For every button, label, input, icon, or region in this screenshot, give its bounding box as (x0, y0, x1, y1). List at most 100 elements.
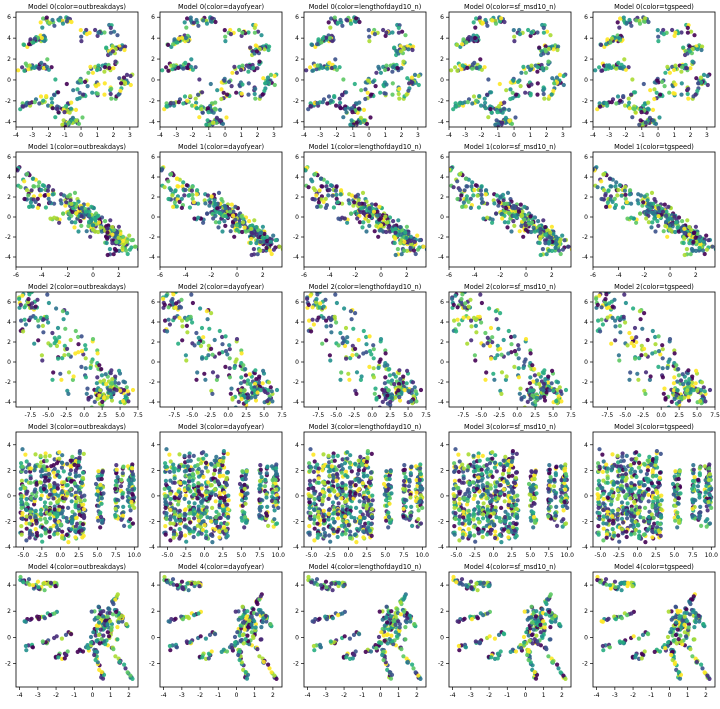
scatter-point (130, 153, 132, 157)
scatter-point (567, 157, 571, 161)
scatter-point (443, 167, 447, 171)
scatter-point (264, 246, 268, 250)
scatter-point (550, 381, 554, 385)
scatter-point (185, 99, 189, 103)
scatter-point (28, 522, 32, 526)
scatter-point (513, 349, 517, 353)
scatter-point (197, 336, 201, 340)
scatter-point (206, 118, 210, 122)
scatter-point (300, 179, 304, 183)
scatter-point (261, 381, 265, 385)
scatter-point (131, 153, 135, 157)
scatter-point (117, 369, 121, 373)
scatter-point (213, 101, 217, 105)
scatter-point (114, 240, 118, 244)
x-tick-label: 1 (95, 132, 99, 139)
scatter-point (27, 463, 31, 467)
scatter-point (583, 181, 587, 185)
scatter-point (667, 91, 671, 95)
x-tick-label: -5.0 (186, 412, 198, 419)
chart-title: Model 1(color=tgspeed) (614, 143, 694, 151)
scatter-point (103, 219, 107, 223)
scatter-point (240, 64, 244, 68)
scatter-point (716, 249, 720, 253)
scatter-point (168, 322, 172, 326)
scatter-point (39, 188, 43, 192)
scatter-point (66, 16, 70, 20)
scatter-point (617, 353, 621, 357)
scatter-point (413, 240, 417, 244)
scatter-point (665, 65, 669, 69)
scatter-point (437, 167, 441, 171)
y-tick-label: 2 (295, 194, 299, 201)
scatter-point (411, 380, 415, 384)
scatter-point (19, 303, 23, 307)
scatter-point (240, 92, 244, 96)
y-tick-label: 0 (151, 214, 155, 221)
scatter-point (121, 239, 125, 243)
scatter-point (189, 293, 193, 297)
scatter-point (11, 168, 15, 172)
scatter-point (224, 349, 228, 353)
scatter-point (100, 373, 104, 377)
scatter-point (498, 82, 502, 86)
scatter-point (399, 49, 403, 53)
scatter-point (115, 33, 119, 37)
scatter-point (353, 347, 357, 351)
scatter-point (657, 349, 661, 353)
scatter-point (247, 65, 251, 69)
scatter-point (111, 49, 115, 53)
scatter-point (524, 223, 528, 227)
scatter-point (150, 165, 154, 169)
scatter-point (327, 94, 331, 98)
scatter-point (444, 165, 448, 169)
scatter-point (61, 211, 65, 215)
scatter-point (699, 48, 703, 52)
scatter-point (286, 162, 290, 166)
y-tick-label: -4 (5, 254, 11, 261)
scatter-point (576, 157, 580, 161)
scatter-point (166, 69, 170, 73)
scatter-point (110, 241, 114, 245)
scatter-point (252, 218, 256, 222)
scatter-point (469, 319, 473, 323)
scatter-point (554, 239, 558, 243)
scatter-point (702, 385, 706, 389)
scatter-point (144, 172, 148, 176)
scatter-point (310, 69, 314, 73)
scatter-point (61, 309, 65, 313)
scatter-point (328, 36, 332, 40)
y-tick-label: 4 (151, 319, 155, 326)
scatter-point (558, 73, 562, 77)
scatter-point (254, 241, 258, 245)
scatter-point (45, 315, 49, 319)
y-tick-label: -4 (149, 254, 155, 261)
scatter-point (287, 158, 291, 162)
scatter-point (180, 319, 184, 323)
scatter-point (170, 193, 174, 197)
scatter-point (386, 388, 390, 392)
scatter-point (194, 331, 198, 335)
scatter-point (574, 180, 578, 184)
scatter-point (434, 165, 438, 169)
scatter-point (0, 172, 4, 176)
scatter-point (67, 353, 71, 357)
y-tick-label: 4 (295, 35, 299, 42)
scatter-point (156, 179, 160, 183)
scatter-point (548, 33, 552, 37)
x-tick-label: 1 (239, 132, 243, 139)
scatter-point (685, 218, 689, 222)
scatter-point (357, 107, 361, 111)
scatter-point (432, 158, 436, 162)
scatter-point (6, 161, 10, 165)
scatter-point (29, 476, 33, 480)
scatter-point (184, 353, 188, 357)
y-tick-label: -4 (582, 254, 588, 261)
scatter-point (289, 176, 293, 180)
scatter-point (326, 193, 330, 197)
scatter-point (674, 363, 678, 367)
scatter-point (674, 220, 678, 224)
scatter-point (483, 378, 487, 382)
scatter-point (322, 200, 326, 204)
scatter-point (220, 229, 224, 233)
